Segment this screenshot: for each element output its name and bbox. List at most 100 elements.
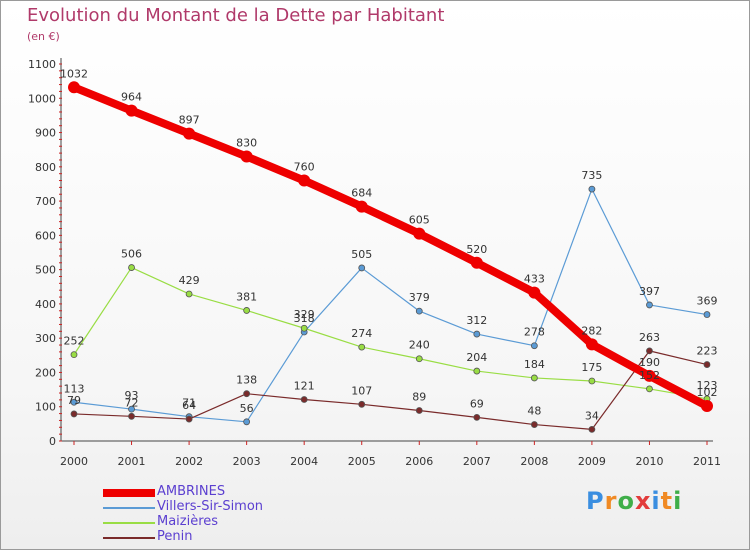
data-label: 34	[585, 409, 599, 422]
data-point	[243, 390, 251, 398]
y-tick-label: 700	[35, 195, 56, 208]
x-tick-label: 2002	[175, 455, 203, 468]
data-point	[701, 400, 713, 413]
data-point	[703, 361, 711, 368]
y-tick-label: 0	[49, 435, 56, 448]
data-point	[473, 367, 481, 375]
data-point	[240, 150, 253, 163]
data-label: 252	[64, 335, 85, 348]
data-label: 89	[412, 390, 426, 403]
data-label: 760	[294, 161, 315, 174]
data-label: 433	[524, 273, 545, 286]
data-point	[646, 301, 653, 309]
data-label: 138	[236, 374, 257, 387]
data-point	[185, 290, 193, 298]
data-point	[243, 418, 251, 426]
data-point	[415, 407, 423, 414]
data-point	[185, 415, 193, 423]
data-label: 369	[697, 295, 718, 308]
data-label: 123	[697, 379, 718, 392]
series-line	[73, 350, 708, 430]
x-tick-label: 2011	[693, 455, 721, 468]
data-point	[243, 307, 251, 314]
y-tick-label: 100	[35, 401, 56, 414]
data-label: 684	[351, 187, 372, 200]
series-line	[73, 188, 708, 423]
data-label: 107	[351, 384, 372, 397]
data-point	[530, 374, 538, 382]
data-point	[300, 324, 308, 332]
data-label: 830	[236, 137, 257, 150]
data-label: 71	[182, 397, 196, 410]
data-label: 506	[121, 248, 142, 261]
data-label: 735	[581, 169, 602, 182]
data-label: 379	[409, 291, 430, 304]
data-label: 190	[639, 356, 660, 369]
x-tick-label: 2006	[405, 455, 433, 468]
y-tick-label: 300	[35, 332, 56, 345]
data-point	[358, 343, 366, 351]
data-label: 381	[236, 290, 257, 303]
data-label: 48	[527, 405, 541, 418]
data-label: 184	[524, 358, 545, 371]
data-point	[473, 330, 481, 338]
x-tick-label: 2008	[520, 455, 548, 468]
data-label: 329	[294, 308, 315, 321]
data-point	[70, 410, 78, 418]
data-point	[355, 200, 368, 213]
data-point	[70, 351, 78, 359]
x-tick-label: 2000	[60, 455, 88, 468]
x-tick-label: 2004	[290, 455, 318, 468]
data-label: 397	[639, 285, 660, 298]
data-label: 223	[697, 345, 718, 358]
data-point	[530, 421, 538, 428]
data-point	[125, 104, 138, 117]
data-point	[358, 264, 366, 272]
x-tick-label: 2009	[578, 455, 606, 468]
data-point	[70, 398, 78, 406]
data-label: 312	[466, 314, 487, 327]
data-point	[588, 425, 596, 433]
legend-swatch	[103, 507, 155, 509]
data-label: 152	[639, 369, 660, 382]
data-point	[473, 413, 481, 421]
x-tick-label: 2003	[233, 455, 261, 468]
data-point	[585, 338, 598, 351]
y-tick-label: 800	[35, 161, 56, 174]
y-tick-label: 1000	[28, 92, 56, 105]
legend-swatch	[103, 522, 155, 524]
y-tick-label: 1100	[28, 58, 56, 71]
y-tick-label: 200	[35, 366, 56, 379]
data-label: 102	[697, 386, 718, 399]
data-label: 1032	[60, 67, 88, 80]
data-point	[358, 400, 366, 408]
data-label: 240	[409, 339, 430, 352]
x-tick-label: 2001	[118, 455, 146, 468]
y-tick-label: 500	[35, 264, 56, 277]
data-label: 72	[125, 396, 139, 409]
data-label: 429	[179, 274, 200, 287]
data-label: 274	[351, 327, 372, 340]
data-label: 204	[466, 351, 487, 364]
data-point	[528, 286, 541, 299]
proxiti-logo: Proxiti	[586, 487, 683, 515]
x-tick-label: 2010	[635, 455, 663, 468]
data-label: 278	[524, 326, 545, 339]
x-tick-label: 2005	[348, 455, 376, 468]
data-point	[588, 377, 596, 385]
data-point	[646, 385, 653, 393]
data-label: 175	[581, 361, 602, 374]
data-label: 79	[67, 394, 81, 407]
data-label: 282	[581, 324, 602, 337]
unit-label: (en €)	[27, 30, 60, 43]
y-tick-label: 600	[35, 229, 56, 242]
data-label: 605	[409, 214, 430, 227]
data-point	[128, 264, 135, 271]
series-line	[73, 266, 708, 400]
legend-label: Penin	[157, 529, 193, 544]
data-label: 93	[125, 389, 139, 402]
data-label: 897	[179, 114, 200, 127]
data-point	[530, 342, 538, 350]
